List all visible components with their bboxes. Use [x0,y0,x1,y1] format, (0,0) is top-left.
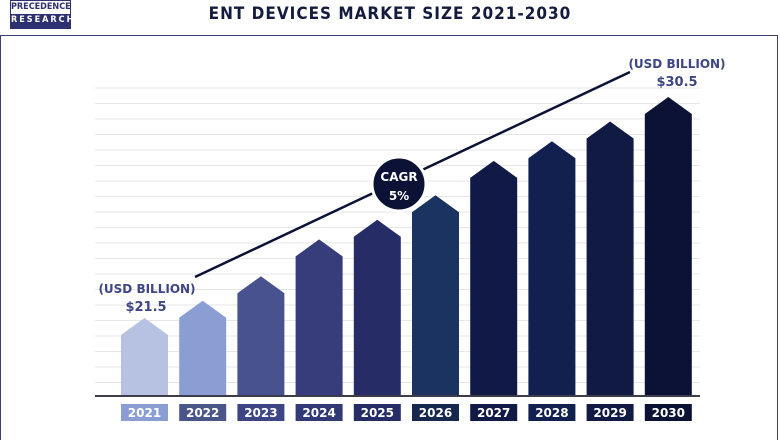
logo-line2: RESEARCH [11,14,73,29]
category-label-box [237,404,285,421]
bar-2021 [121,318,168,395]
bar-2022 [179,300,227,395]
cagr-value: 5% [389,189,409,203]
category-label: 2029 [593,406,626,420]
category-label-box [412,404,459,421]
chart-frame [0,35,778,440]
category-label-box [353,404,401,421]
bar-2025 [353,219,401,395]
category-label-box [121,404,168,421]
category-label-box [528,404,576,421]
category-label: 2023 [244,406,277,420]
bar-2030 [644,97,692,395]
bar-2027 [470,160,518,395]
logo-line1: PRECEDENCE [11,1,71,14]
category-label-box [179,404,227,421]
category-label: 2028 [535,406,568,420]
start-value-label: $21.5 [125,300,166,315]
category-label: 2022 [186,406,219,420]
start-unit-label: (USD BILLION) [98,282,195,296]
bar-2029 [586,121,634,396]
chart-title: ENT DEVICES MARKET SIZE 2021-2030 [208,4,572,24]
category-label-box [470,404,518,421]
bar-2024 [295,239,343,395]
bar-2026 [412,195,459,395]
category-label: 2027 [477,406,510,420]
category-label: 2021 [128,406,161,420]
bar-2023 [237,276,285,395]
cagr-badge [370,155,428,213]
category-label-box [295,404,343,421]
category-label: 2025 [361,406,394,420]
category-label: 2030 [652,406,685,420]
category-label: 2026 [419,406,452,420]
end-value-label: $30.5 [656,75,697,90]
category-label-box [644,404,692,421]
cagr-label: CAGR [380,170,417,184]
end-unit-label: (USD BILLION) [628,57,725,71]
logo: PRECEDENCE RESEARCH [10,0,73,29]
category-label-box [586,404,634,421]
bar-2028 [528,141,576,395]
category-label: 2024 [302,406,335,420]
